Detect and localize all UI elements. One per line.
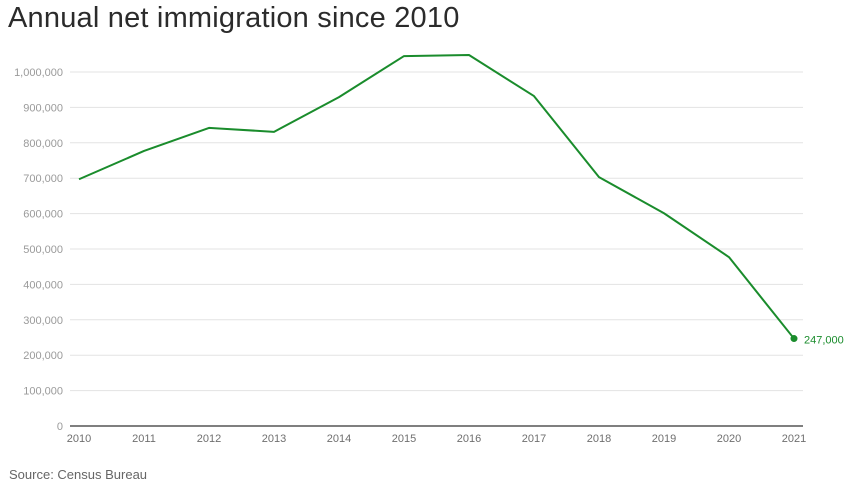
y-tick-label: 600,000 <box>23 209 63 221</box>
x-axis-ticks: 2010 2011 2012 2013 2014 2015 2016 2017 2018 2019… <box>67 433 806 445</box>
x-tick-label: 2017 <box>522 433 546 445</box>
x-tick-label: 2014 <box>327 433 351 445</box>
x-tick-label: 2011 <box>132 433 156 445</box>
x-tick-label: 2010 <box>67 433 91 445</box>
x-tick-label: 2020 <box>717 433 741 445</box>
y-tick-label: 800,000 <box>23 138 63 150</box>
y-tick-label: 900,000 <box>23 102 63 114</box>
x-tick-label: 2012 <box>197 433 221 445</box>
y-tick-label: 300,000 <box>23 315 63 327</box>
end-data-label: 247,000 <box>804 335 844 347</box>
y-tick-label: 1,000,000 <box>14 67 63 79</box>
y-tick-label: 200,000 <box>23 350 63 362</box>
end-point-marker <box>790 335 798 343</box>
series-group <box>78 54 798 343</box>
y-tick-label: 500,000 <box>23 244 63 256</box>
x-tick-label: 2016 <box>457 433 481 445</box>
x-tick-label: 2015 <box>392 433 416 445</box>
x-tick-label: 2013 <box>262 433 286 445</box>
y-axis-ticks: 0 100,000 200,000 300,000 400,000 500,000 600,… <box>14 67 63 433</box>
x-tick-label: 2018 <box>587 433 611 445</box>
y-tick-label: 400,000 <box>23 279 63 291</box>
series-line <box>78 54 795 340</box>
y-tick-label: 700,000 <box>23 173 63 185</box>
gridlines <box>70 71 803 392</box>
x-tick-label: 2021 <box>782 433 806 445</box>
source-note: Source: Census Bureau <box>9 467 148 482</box>
y-tick-label: 100,000 <box>23 386 63 398</box>
x-tick-label: 2019 <box>652 433 676 445</box>
chart-title: Annual net immigration since 2010 <box>8 2 460 34</box>
y-tick-label: 0 <box>57 421 63 433</box>
